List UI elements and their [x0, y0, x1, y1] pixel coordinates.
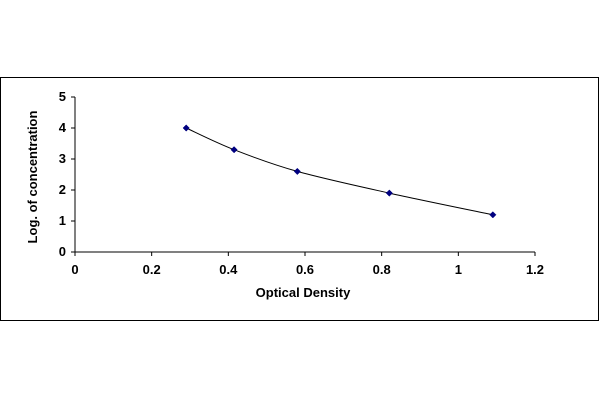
x-tick-label: 1.2: [526, 262, 544, 277]
series-line: [185, 127, 493, 216]
y-tick-label: 3: [59, 151, 66, 166]
data-point: [230, 146, 238, 154]
data-point: [489, 211, 497, 219]
y-tick-label: 0: [59, 244, 66, 259]
series-layer: [182, 124, 497, 219]
data-point: [293, 167, 301, 175]
x-tick-label: 0.2: [143, 262, 161, 277]
ticks: 0 1 2 3 4 5 0 0.2 0.4 0.6 0.8 1 1.2: [59, 89, 544, 277]
x-axis-title: Optical Density: [256, 285, 351, 300]
data-point: [182, 124, 190, 132]
y-tick-label: 2: [59, 182, 66, 197]
y-tick-label: 1: [59, 213, 66, 228]
chart-border: [0, 77, 599, 321]
x-tick-label: 0.8: [373, 262, 391, 277]
y-tick-label: 5: [59, 89, 66, 104]
x-tick-label: 1: [455, 262, 462, 277]
x-tick-label: 0.4: [219, 262, 238, 277]
x-tick-label: 0.6: [296, 262, 314, 277]
x-tick-label: 0: [71, 262, 78, 277]
y-tick-label: 4: [59, 120, 67, 135]
y-axis-title: Log. of concentration: [25, 111, 40, 244]
data-point: [385, 189, 393, 197]
